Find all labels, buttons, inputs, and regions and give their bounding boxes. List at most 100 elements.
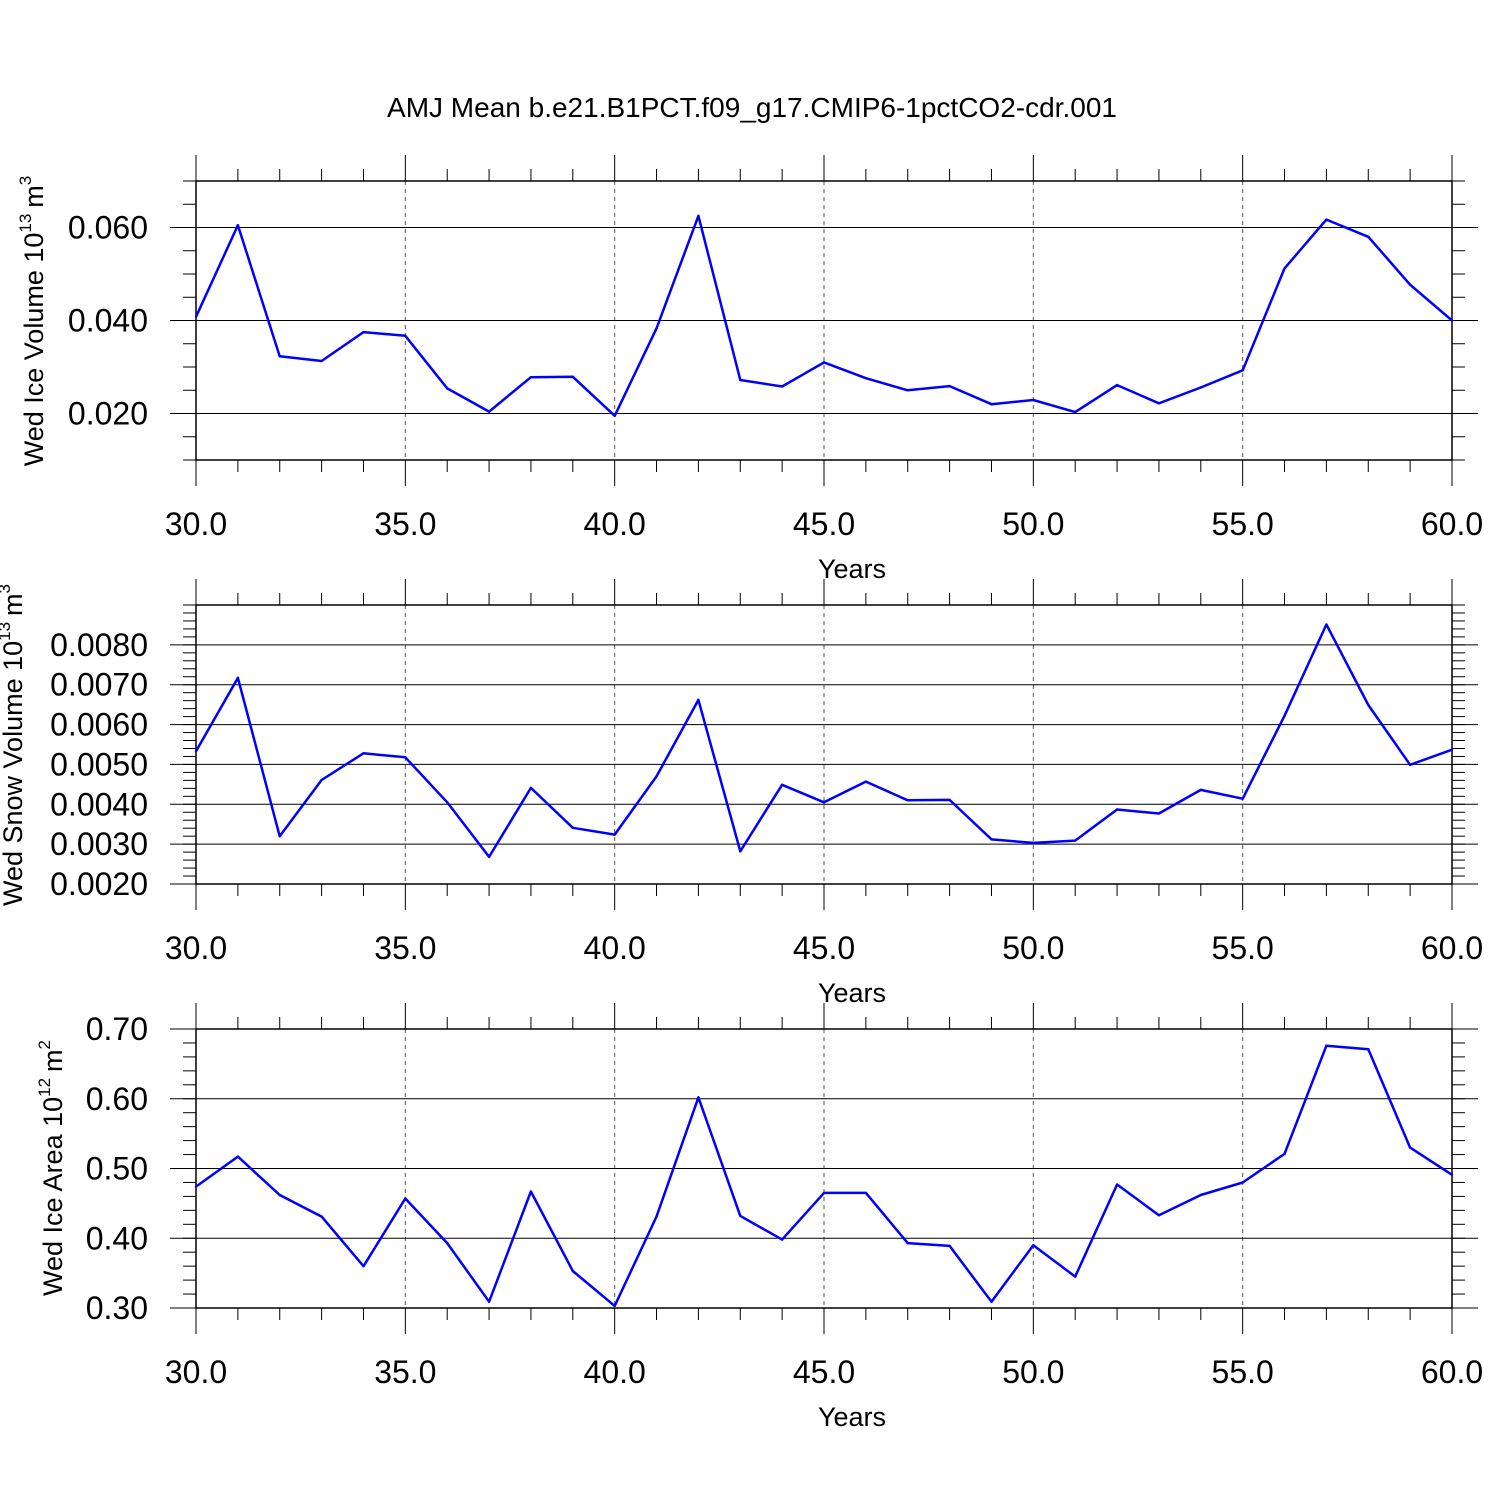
- x-tick-label: 30.0: [165, 506, 227, 542]
- x-tick-label: 35.0: [374, 506, 436, 542]
- x-axis-title: Years: [818, 1402, 886, 1432]
- data-point: [487, 410, 491, 413]
- chart-title: AMJ Mean b.e21.B1PCT.f09_g17.CMIP6-1pctC…: [387, 92, 1117, 123]
- data-point: [739, 1214, 742, 1218]
- data-point: [1074, 1275, 1077, 1278]
- data-point: [236, 223, 240, 227]
- data-point: [990, 838, 993, 841]
- data-point: [404, 756, 407, 759]
- data-point: [236, 1155, 240, 1158]
- x-tick-label: 30.0: [165, 930, 227, 966]
- data-point: [362, 752, 365, 755]
- x-tick-label: 60.0: [1421, 506, 1483, 542]
- data-point: [571, 375, 574, 378]
- y-tick-label: 0.0080: [50, 627, 148, 663]
- x-tick-label: 35.0: [374, 1354, 436, 1390]
- x-tick-label: 60.0: [1421, 1354, 1483, 1390]
- data-point: [1241, 1181, 1244, 1184]
- x-tick-label: 30.0: [165, 1354, 227, 1390]
- data-point: [487, 855, 491, 859]
- y-tick-label: 0.060: [68, 210, 148, 246]
- data-point: [1367, 235, 1370, 238]
- data-point: [529, 786, 533, 790]
- data-point: [1325, 623, 1328, 626]
- data-point: [236, 676, 240, 680]
- data-point: [822, 361, 826, 364]
- data-point: [1032, 398, 1035, 402]
- y-axis-title: Wed Ice Area 1012 m2: [35, 1040, 68, 1296]
- x-axis-title: Years: [818, 554, 886, 584]
- y-axis-title-exponent: 13: [0, 622, 14, 641]
- data-point: [194, 750, 198, 753]
- x-tick-label: 60.0: [1421, 930, 1483, 966]
- data-point: [529, 1190, 533, 1193]
- y-axis-title-main: Wed Ice Volume 10: [19, 233, 49, 467]
- panel-snow-volume: 30.0 35.0 40.0 45.0 50.0 55.0 60.0 0.0020 0.0030…: [0, 579, 1483, 1008]
- y-axis-title-exponent: 13: [16, 214, 35, 233]
- data-point: [990, 1300, 993, 1303]
- data-point: [1325, 218, 1328, 221]
- x-tick-label: 45.0: [793, 930, 855, 966]
- data-point: [948, 798, 951, 802]
- x-tick-label: 55.0: [1212, 1354, 1274, 1390]
- data-point: [446, 387, 449, 390]
- y-axis-title-unit: m: [0, 593, 28, 616]
- x-tick-label: 45.0: [793, 506, 855, 542]
- data-point: [1450, 1173, 1454, 1176]
- data-point: [864, 376, 868, 380]
- data-point: [1199, 386, 1203, 389]
- y-tick-label: 0.0070: [50, 667, 148, 703]
- x-tick-label: 40.0: [584, 930, 646, 966]
- y-tick-label: 0.40: [86, 1220, 148, 1256]
- data-point: [529, 376, 533, 379]
- data-point: [906, 389, 909, 392]
- data-point: [1157, 402, 1161, 405]
- x-tick-label: 50.0: [1002, 1354, 1064, 1390]
- data-point: [613, 833, 616, 836]
- data-point: [1115, 808, 1119, 811]
- data-point: [487, 1300, 491, 1303]
- x-tick-label: 35.0: [374, 930, 436, 966]
- x-tick-label: 55.0: [1212, 930, 1274, 966]
- data-point: [1115, 1183, 1119, 1186]
- y-axis-title-unit: m: [19, 185, 49, 208]
- y-tick-label: 0.70: [86, 1011, 148, 1047]
- data-point: [1157, 1214, 1161, 1217]
- data-point: [1199, 788, 1203, 792]
- data-point: [864, 1191, 868, 1195]
- y-tick-label: 0.0040: [50, 786, 148, 822]
- data-point: [990, 403, 993, 406]
- x-axis-title: Years: [818, 978, 886, 1008]
- data-point: [194, 1185, 198, 1188]
- y-axis-title: Wed Ice Volume 1013 m3: [16, 176, 49, 467]
- data-point: [1032, 1244, 1035, 1247]
- data-point: [1283, 714, 1286, 718]
- panel-ice-volume: 30.0 35.0 40.0 45.0 50.0 55.0 60.0 0.020 0.040 0.…: [16, 155, 1483, 584]
- data-point: [571, 826, 574, 830]
- data-point: [948, 1244, 951, 1248]
- data-point: [1199, 1193, 1203, 1197]
- data-point: [822, 1191, 826, 1195]
- data-point: [1367, 1048, 1370, 1051]
- data-point: [1032, 841, 1035, 845]
- data-point: [1074, 410, 1077, 414]
- data-point: [739, 850, 742, 853]
- data-point: [1367, 703, 1370, 707]
- data-point: [446, 1241, 449, 1245]
- x-tick-label: 40.0: [584, 1354, 646, 1390]
- data-point: [655, 1215, 658, 1218]
- y-axis-title-main: Wed Snow Volume 10: [0, 641, 28, 906]
- y-tick-label: 0.020: [68, 396, 148, 432]
- data-point: [1283, 267, 1286, 270]
- data-point: [1157, 812, 1161, 815]
- data-point: [1408, 283, 1412, 286]
- y-axis-title-main: Wed Ice Area 10: [38, 1097, 68, 1296]
- data-point: [1283, 1152, 1286, 1156]
- y-tick-label: 0.0050: [50, 746, 148, 782]
- data-point: [404, 1197, 407, 1200]
- data-point: [655, 775, 658, 778]
- data-point: [1241, 797, 1244, 800]
- data-point: [613, 1304, 616, 1308]
- data-point: [362, 330, 365, 334]
